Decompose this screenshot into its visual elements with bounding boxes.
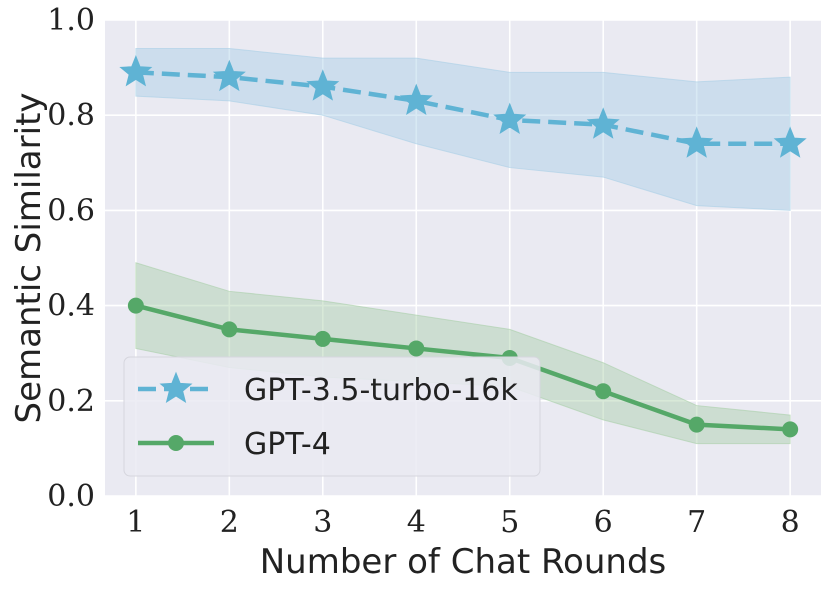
x-axis-label: Number of Chat Rounds [260,542,667,582]
data-point [595,383,612,400]
y-tick-label: 0.4 [47,289,95,324]
legend-entry: GPT-4 [138,427,331,462]
legend-marker [159,371,193,404]
data-point [680,126,714,158]
x-tick-label: 8 [781,505,800,540]
legend: GPT-3.5-turbo-16k GPT-4 [123,356,541,477]
data-point [306,69,340,101]
series-line [135,70,791,147]
y-tick-label: 0.0 [47,479,95,514]
y-tick-label: 0.6 [47,193,95,228]
series-lines [135,70,791,432]
data-point [773,126,807,158]
y-axis-label: Semantic Similarity [9,92,49,423]
data-point [408,340,425,357]
legend-label: GPT-4 [244,427,331,462]
data-point [586,107,620,139]
data-point [212,59,246,92]
y-tick-label: 0.2 [47,384,95,419]
data-point [782,421,799,438]
x-tick-label: 7 [687,505,706,540]
data-point [119,55,153,87]
data-point [399,83,433,115]
data-point [688,416,705,433]
x-tick-label: 5 [500,505,519,540]
x-tick-labels: 1 2 3 4 5 6 7 8 [126,505,799,540]
y-tick-label: 0.8 [47,98,95,133]
data-point [221,321,238,338]
y-tick-label: 1.0 [47,3,95,38]
series-line [135,303,791,432]
x-tick-label: 1 [126,505,145,540]
legend-label: GPT-3.5-turbo-16k [244,373,518,408]
data-point [127,297,144,314]
x-tick-label: 3 [313,505,332,540]
y-tick-labels: 0.0 0.2 0.4 0.6 0.8 1.0 [47,3,95,514]
data-point [314,330,331,347]
x-tick-label: 6 [594,505,613,540]
legend-marker [168,435,184,451]
confidence-band [135,48,791,211]
x-tick-label: 4 [407,505,426,540]
legend-entry: GPT-3.5-turbo-16k [138,371,518,408]
x-tick-label: 2 [220,505,239,540]
legend-box [123,356,541,477]
data-point [493,102,527,134]
